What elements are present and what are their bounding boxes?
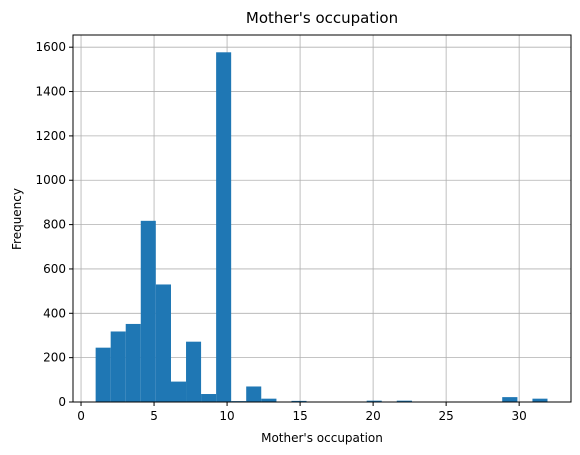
plot-frame	[72, 34, 572, 403]
histogram-bar	[95, 347, 111, 402]
x-tick-label: 20	[365, 409, 380, 423]
histogram-bar	[110, 331, 126, 402]
y-tick-label: 1000	[35, 173, 66, 187]
x-tick-label: 5	[150, 409, 158, 423]
histogram-bar	[125, 323, 141, 402]
bars-group	[95, 52, 548, 402]
histogram-bar	[532, 398, 548, 402]
y-axis-ticks: 0 200 400 600 800 1000 1200 1400 1600	[35, 40, 73, 409]
histogram-bar	[216, 52, 232, 402]
histogram-bar	[246, 386, 262, 402]
grid-lines	[73, 35, 571, 403]
y-tick-label: 800	[43, 218, 66, 232]
y-axis-label: Frequency	[10, 188, 24, 250]
histogram-bar	[502, 397, 518, 402]
x-tick-label: 30	[512, 409, 527, 423]
y-tick-label: 400	[43, 306, 66, 320]
chart-title: Mother's occupation	[246, 9, 398, 27]
histogram-bar	[261, 398, 277, 402]
histogram-bar	[170, 381, 187, 402]
histogram-bar	[201, 394, 217, 402]
y-tick-label: 1200	[35, 129, 66, 143]
histogram-bar	[396, 400, 412, 402]
y-tick-label: 0	[58, 395, 66, 409]
x-tick-label: 25	[438, 409, 453, 423]
x-axis-ticks: 0 5 10 15 20 25 30	[77, 402, 527, 423]
histogram-bar	[291, 400, 307, 402]
y-tick-label: 1400	[35, 85, 66, 99]
histogram-bar	[366, 400, 382, 402]
histogram-bar	[155, 284, 171, 402]
histogram-bar	[186, 341, 202, 402]
y-tick-label: 1600	[35, 40, 66, 54]
histogram-bar	[140, 220, 156, 402]
x-tick-label: 15	[292, 409, 307, 423]
y-tick-label: 600	[43, 262, 66, 276]
y-tick-label: 200	[43, 351, 66, 365]
x-axis-label: Mother's occupation	[261, 431, 383, 445]
x-tick-label: 0	[77, 409, 85, 423]
x-tick-label: 10	[219, 409, 234, 423]
